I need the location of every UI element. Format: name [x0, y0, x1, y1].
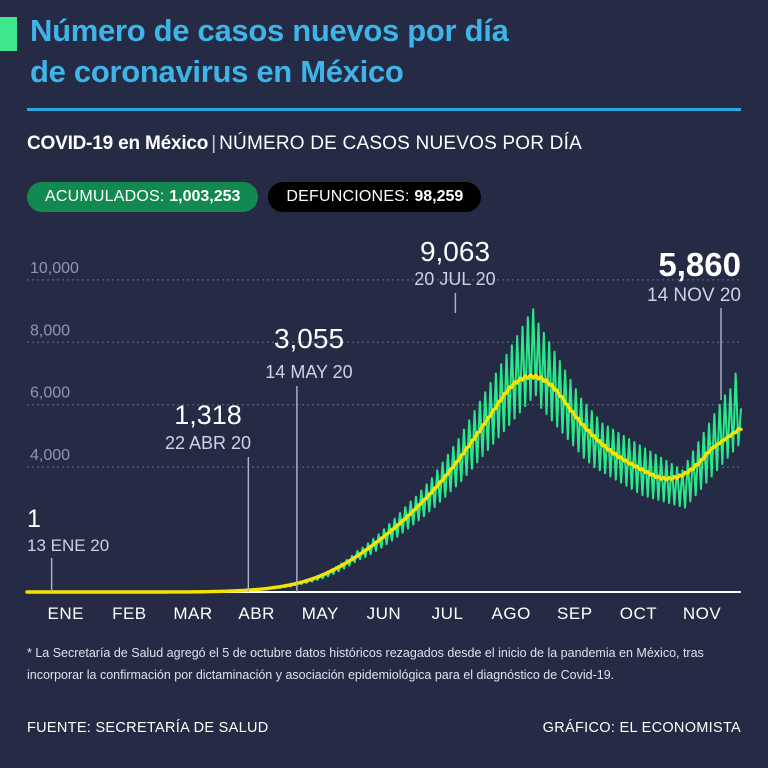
- annotation-date: 22 ABR 20: [165, 433, 251, 453]
- x-axis-month-label: AGO: [492, 604, 531, 623]
- subtitle-separator: |: [211, 133, 217, 154]
- annotation-date: 14 NOV 20: [647, 285, 741, 306]
- y-axis-tick-label: 10,000: [30, 260, 79, 277]
- daily-cases-line: [26, 308, 742, 593]
- subtitle-rest: NÚMERO DE CASOS NUEVOS POR DÍA: [219, 133, 582, 154]
- annotation-value: 5,860: [658, 246, 741, 283]
- subtitle-strong: COVID-19 en México: [27, 133, 209, 154]
- x-axis-month-label: MAY: [302, 604, 339, 623]
- x-axis-month-label: MAR: [173, 604, 212, 623]
- x-axis-month-label: JUN: [367, 604, 402, 623]
- x-axis-month-label: ABR: [238, 604, 274, 623]
- y-axis-tick-label: 6,000: [30, 385, 70, 402]
- annotation-date: 20 JUL 20: [414, 269, 495, 289]
- annotation-value: 9,063: [420, 236, 490, 267]
- annotation-date: 13 ENE 20: [27, 536, 109, 555]
- status-badge-defunciones: DEFUNCIONES: 98,259: [268, 182, 482, 213]
- x-axis-month-label: NOV: [683, 604, 722, 623]
- x-axis-month-label: ENE: [47, 604, 83, 623]
- title-divider: [27, 108, 741, 111]
- y-axis-tick-label: 8,000: [30, 322, 70, 339]
- subtitle: COVID-19 en México | NÚMERO DE CASOS NUEVO…: [27, 133, 582, 155]
- y-axis-tick-label: 4,000: [30, 447, 70, 464]
- x-axis-month-label: OCT: [620, 604, 657, 623]
- footer-row: FUENTE: SECRETARÍA DE SALUD GRÁFICO: EL …: [27, 720, 741, 736]
- annotation-value: 1: [27, 505, 41, 533]
- trend-line: [25, 373, 743, 594]
- page-title-line1: Número de casos nuevos por día: [30, 13, 509, 48]
- badge-label-acumulados: ACUMULADOS:: [45, 188, 165, 205]
- annotation-value: 1,318: [174, 400, 242, 430]
- page-title-line2: de coronavirus en México: [30, 53, 404, 89]
- x-axis-month-label: JUL: [432, 604, 464, 623]
- footer-credit: GRÁFICO: EL ECONOMISTA: [542, 720, 741, 736]
- annotation-value: 3,055: [274, 323, 344, 354]
- footer-source: FUENTE: SECRETARÍA DE SALUD: [27, 720, 269, 736]
- badge-value-acumulados: 1,003,253: [169, 188, 241, 205]
- status-badge-acumulados: ACUMULADOS: 1,003,253: [27, 182, 259, 213]
- badge-value-defunciones: 98,259: [414, 188, 464, 205]
- footnote: * La Secretaría de Salud agregó el 5 de …: [27, 646, 704, 682]
- x-axis-month-label: SEP: [557, 604, 593, 623]
- annotation-date: 14 MAY 20: [265, 362, 352, 382]
- badge-label-defunciones: DEFUNCIONES:: [286, 188, 410, 205]
- stat-badges: ACUMULADOS: 1,003,253 DEFUNCIONES: 98,25…: [27, 182, 482, 213]
- page-title: Número de casos nuevos por día de corona…: [30, 11, 750, 93]
- x-axis-month-label: FEB: [112, 604, 147, 623]
- title-accent-square: [0, 17, 17, 51]
